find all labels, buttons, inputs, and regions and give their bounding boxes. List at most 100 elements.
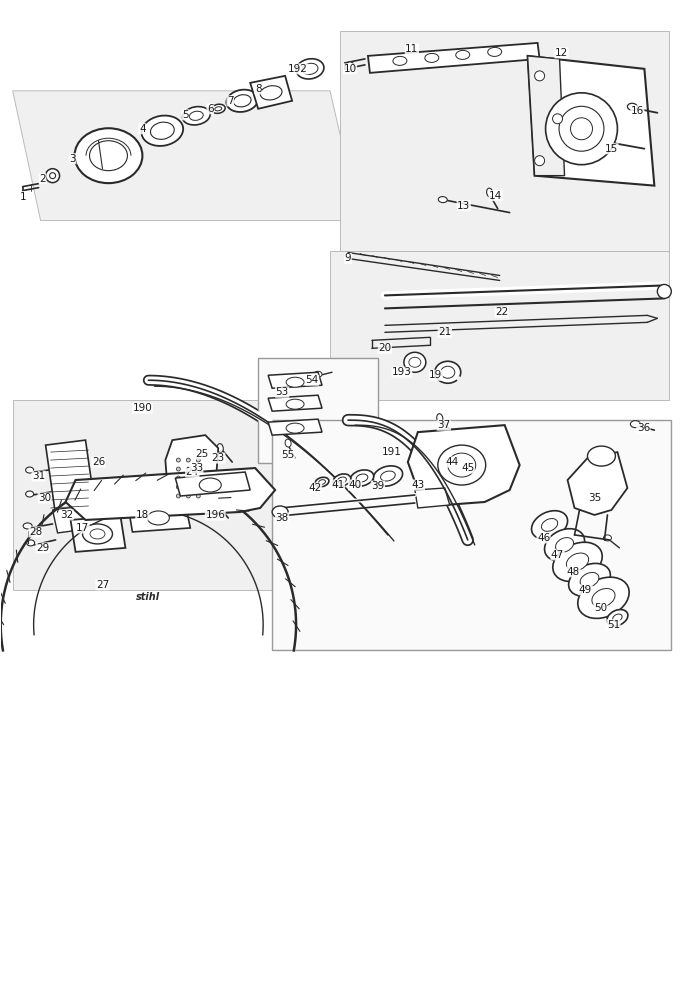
Ellipse shape <box>437 414 443 423</box>
Ellipse shape <box>141 115 183 146</box>
Text: 25: 25 <box>196 449 209 459</box>
Ellipse shape <box>571 118 592 140</box>
Text: 51: 51 <box>607 620 620 630</box>
Ellipse shape <box>658 285 671 299</box>
Ellipse shape <box>333 474 351 486</box>
Polygon shape <box>528 56 654 186</box>
Ellipse shape <box>425 54 439 62</box>
Circle shape <box>186 485 190 489</box>
Ellipse shape <box>217 443 223 452</box>
Ellipse shape <box>90 529 105 539</box>
Text: 13: 13 <box>457 200 471 210</box>
Polygon shape <box>129 504 190 532</box>
Text: 8: 8 <box>255 84 262 94</box>
Ellipse shape <box>82 524 112 544</box>
Ellipse shape <box>296 59 324 79</box>
Ellipse shape <box>214 500 220 509</box>
Circle shape <box>534 156 545 166</box>
Ellipse shape <box>314 371 322 377</box>
Text: 5: 5 <box>182 110 188 120</box>
Bar <box>258 358 378 463</box>
Text: 35: 35 <box>588 493 601 503</box>
Ellipse shape <box>566 553 589 570</box>
Text: 38: 38 <box>275 513 289 523</box>
Ellipse shape <box>487 188 493 197</box>
Text: 3: 3 <box>69 154 76 164</box>
Polygon shape <box>46 440 95 515</box>
Polygon shape <box>71 516 125 552</box>
Ellipse shape <box>337 477 346 483</box>
Text: 11: 11 <box>405 44 418 54</box>
Text: 10: 10 <box>343 63 356 73</box>
Ellipse shape <box>272 506 288 518</box>
Ellipse shape <box>199 478 221 492</box>
Polygon shape <box>408 426 520 505</box>
Polygon shape <box>268 372 322 388</box>
Circle shape <box>197 494 201 498</box>
Text: 50: 50 <box>594 603 607 613</box>
Ellipse shape <box>286 377 304 387</box>
Ellipse shape <box>488 48 502 57</box>
Circle shape <box>186 494 190 498</box>
Text: 30: 30 <box>38 493 51 503</box>
Ellipse shape <box>613 614 622 621</box>
Text: 2: 2 <box>39 174 46 184</box>
Circle shape <box>176 494 180 498</box>
Circle shape <box>197 458 201 462</box>
Text: 46: 46 <box>537 533 550 543</box>
Text: 49: 49 <box>579 585 592 595</box>
Circle shape <box>50 173 56 179</box>
Ellipse shape <box>580 572 599 587</box>
Ellipse shape <box>541 519 558 532</box>
Ellipse shape <box>438 445 486 485</box>
Ellipse shape <box>578 577 629 618</box>
Ellipse shape <box>588 446 615 466</box>
Text: 26: 26 <box>92 457 105 467</box>
Text: 17: 17 <box>76 523 89 533</box>
Ellipse shape <box>602 137 611 144</box>
Text: 192: 192 <box>288 63 308 73</box>
Text: 7: 7 <box>227 96 233 106</box>
Text: 6: 6 <box>207 104 214 114</box>
Text: 190: 190 <box>133 403 152 414</box>
Text: 12: 12 <box>555 48 568 58</box>
Polygon shape <box>268 395 322 411</box>
Circle shape <box>176 476 180 480</box>
Ellipse shape <box>556 538 573 553</box>
Ellipse shape <box>447 453 476 477</box>
Ellipse shape <box>148 511 169 525</box>
Ellipse shape <box>150 122 174 139</box>
Text: 37: 37 <box>437 421 450 431</box>
Ellipse shape <box>226 89 258 112</box>
Ellipse shape <box>211 104 225 113</box>
Polygon shape <box>13 91 360 220</box>
Ellipse shape <box>26 491 33 497</box>
Polygon shape <box>528 56 564 176</box>
Polygon shape <box>568 452 628 515</box>
Ellipse shape <box>532 511 568 540</box>
Text: 43: 43 <box>411 480 424 490</box>
Text: 20: 20 <box>378 343 392 353</box>
Circle shape <box>197 485 201 489</box>
Ellipse shape <box>603 535 611 541</box>
Ellipse shape <box>356 474 368 482</box>
Ellipse shape <box>260 85 282 100</box>
Ellipse shape <box>90 141 127 171</box>
Text: 31: 31 <box>32 471 46 481</box>
Text: 53: 53 <box>275 387 289 397</box>
Ellipse shape <box>545 529 585 561</box>
Text: 28: 28 <box>29 527 42 537</box>
Circle shape <box>176 467 180 471</box>
Ellipse shape <box>316 477 329 487</box>
Text: 47: 47 <box>551 550 564 559</box>
Ellipse shape <box>381 471 395 481</box>
Ellipse shape <box>319 480 326 484</box>
Circle shape <box>176 485 180 489</box>
Text: 33: 33 <box>190 463 203 473</box>
Ellipse shape <box>630 421 641 428</box>
Circle shape <box>176 458 180 462</box>
Text: 23: 23 <box>211 453 225 463</box>
Ellipse shape <box>435 361 461 383</box>
Ellipse shape <box>409 357 421 367</box>
Polygon shape <box>52 505 95 533</box>
